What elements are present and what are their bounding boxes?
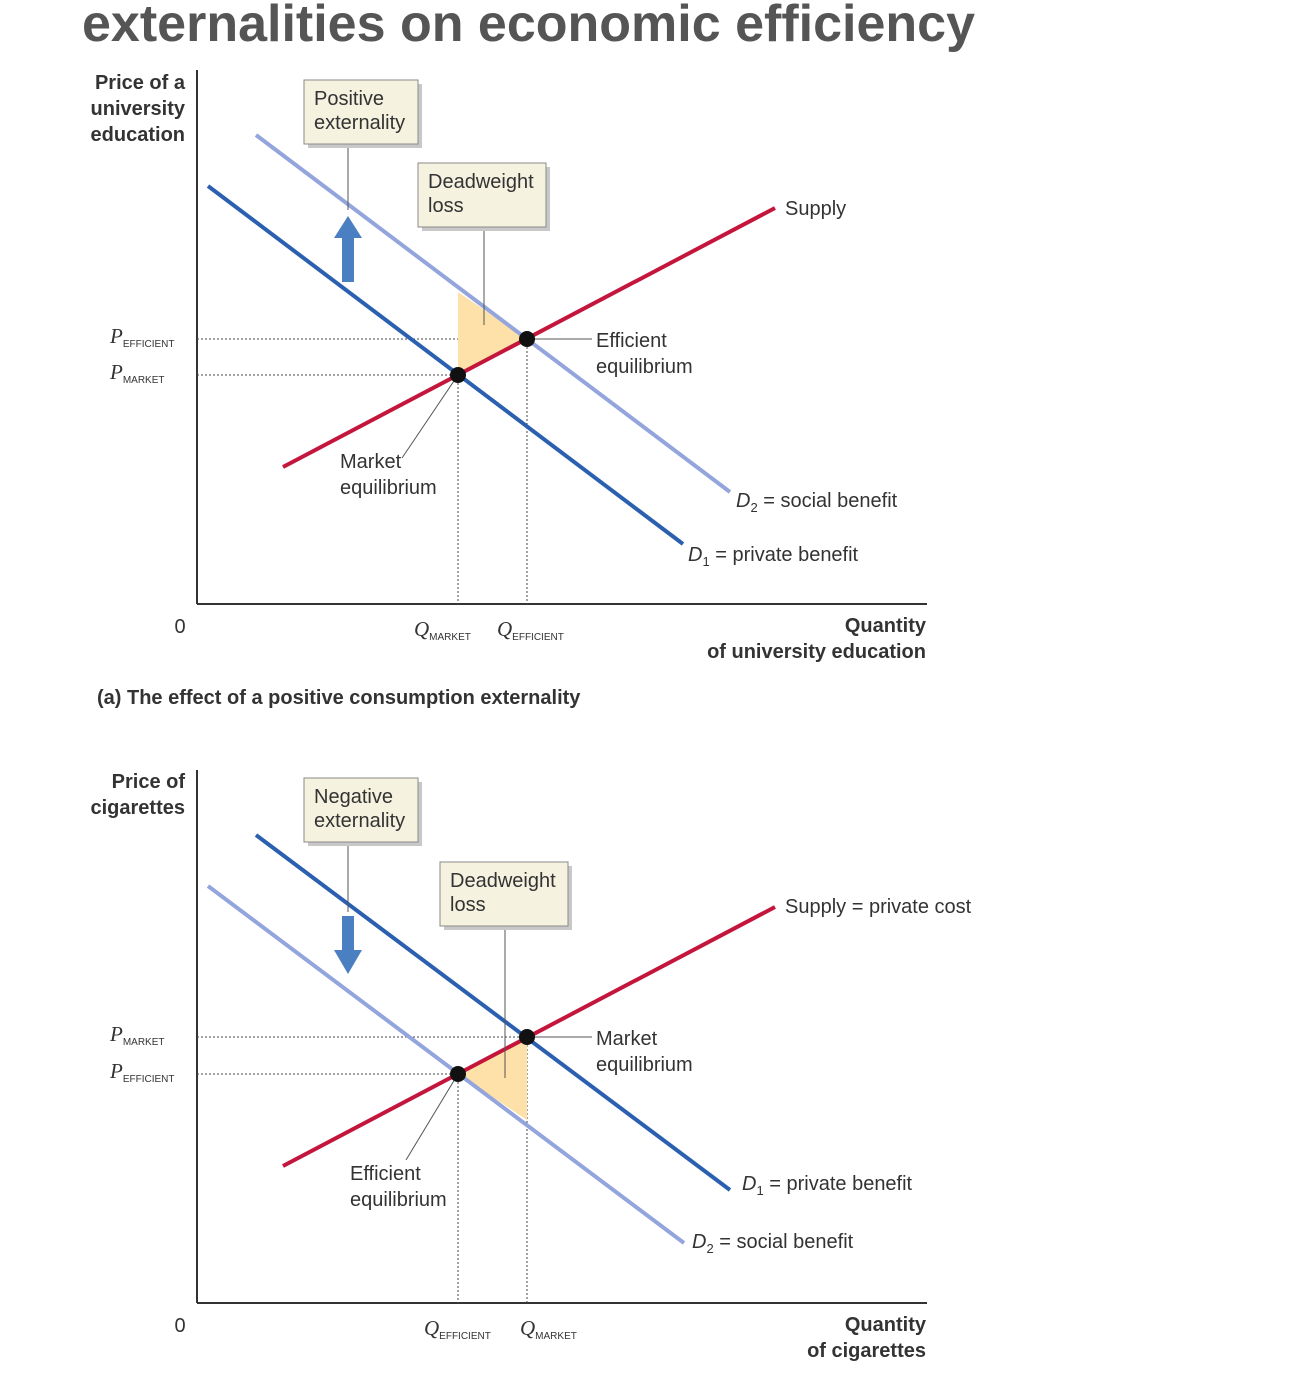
y-axis-label: cigarettes: [91, 797, 186, 819]
x-axis-label: of university education: [707, 641, 926, 663]
externality-box: [303, 79, 419, 145]
y-tick-label: PMARKET: [109, 1022, 165, 1048]
demand-d1-label: D1 = private benefit: [742, 1173, 913, 1198]
deadweight-loss-area: [458, 1037, 527, 1120]
externality-box: [303, 777, 419, 843]
shift-arrow-head: [334, 216, 362, 238]
equilibrium-label-low: Efficient: [350, 1163, 421, 1185]
equilibrium-label-high: Efficient: [596, 330, 667, 352]
x-tick-label: QEFFICIENT: [424, 1316, 491, 1342]
y-tick-label: PMARKET: [109, 360, 165, 386]
y-tick-label: PEFFICIENT: [109, 324, 175, 350]
deadweight-loss-box: [417, 162, 547, 228]
equilibrium-point: [519, 331, 535, 347]
supply-label: Supply: [785, 198, 846, 220]
leader-line: [405, 1073, 459, 1161]
y-tick-label: PEFFICIENT: [109, 1059, 175, 1085]
deadweight-loss-box: [439, 861, 569, 927]
leader-line: [401, 374, 459, 459]
y-axis-label: education: [91, 124, 185, 146]
origin-label: 0: [174, 1315, 185, 1337]
page-title: externalities on economic efficiency: [82, 0, 975, 53]
externality-box-text: externality: [314, 810, 405, 832]
externality-box-text: externality: [314, 112, 405, 134]
equilibrium-label-low: equilibrium: [340, 477, 437, 499]
x-tick-label: QMARKET: [520, 1316, 577, 1342]
x-tick-label: QMARKET: [414, 617, 471, 643]
equilibrium-point: [450, 1066, 466, 1082]
x-axis-label: Quantity: [845, 1314, 927, 1336]
origin-label: 0: [174, 616, 185, 638]
demand-d1-label: D1 = private benefit: [688, 544, 859, 569]
deadweight-loss-box-text: loss: [450, 894, 486, 916]
demand-d2-label: D2 = social benefit: [736, 490, 898, 515]
demand-curve-dark: [254, 833, 732, 1192]
equilibrium-point: [519, 1029, 535, 1045]
equilibrium-label-high: equilibrium: [596, 356, 693, 378]
deadweight-loss-box-text: Deadweight: [450, 870, 556, 892]
panel-caption: (a) The effect of a positive consumption…: [97, 687, 581, 709]
y-axis-label: university: [91, 98, 186, 120]
equilibrium-label-high: equilibrium: [596, 1054, 693, 1076]
shift-arrow-head: [334, 950, 362, 974]
shift-arrow: [342, 238, 354, 282]
x-axis-label: of cigarettes: [807, 1340, 926, 1362]
externality-box-text: Negative: [314, 786, 393, 808]
equilibrium-label-high: Market: [596, 1028, 658, 1050]
shift-arrow: [342, 916, 354, 950]
equilibrium-label-low: equilibrium: [350, 1189, 447, 1211]
x-axis-label: Quantity: [845, 615, 927, 637]
y-axis-label: Price of a: [95, 72, 186, 94]
demand-d2-label: D2 = social benefit: [692, 1231, 854, 1256]
equilibrium-point: [450, 367, 466, 383]
deadweight-loss-area: [458, 292, 527, 375]
supply-label: Supply = private cost: [785, 896, 972, 918]
x-tick-label: QEFFICIENT: [497, 617, 564, 643]
demand-curve-light: [206, 884, 686, 1245]
deadweight-loss-box-text: loss: [428, 195, 464, 217]
equilibrium-label-low: Market: [340, 451, 402, 473]
externality-box-text: Positive: [314, 88, 384, 110]
deadweight-loss-box-text: Deadweight: [428, 171, 534, 193]
demand-curve-light: [254, 133, 732, 494]
y-axis-label: Price of: [112, 771, 186, 793]
demand-curve-dark: [206, 184, 685, 546]
